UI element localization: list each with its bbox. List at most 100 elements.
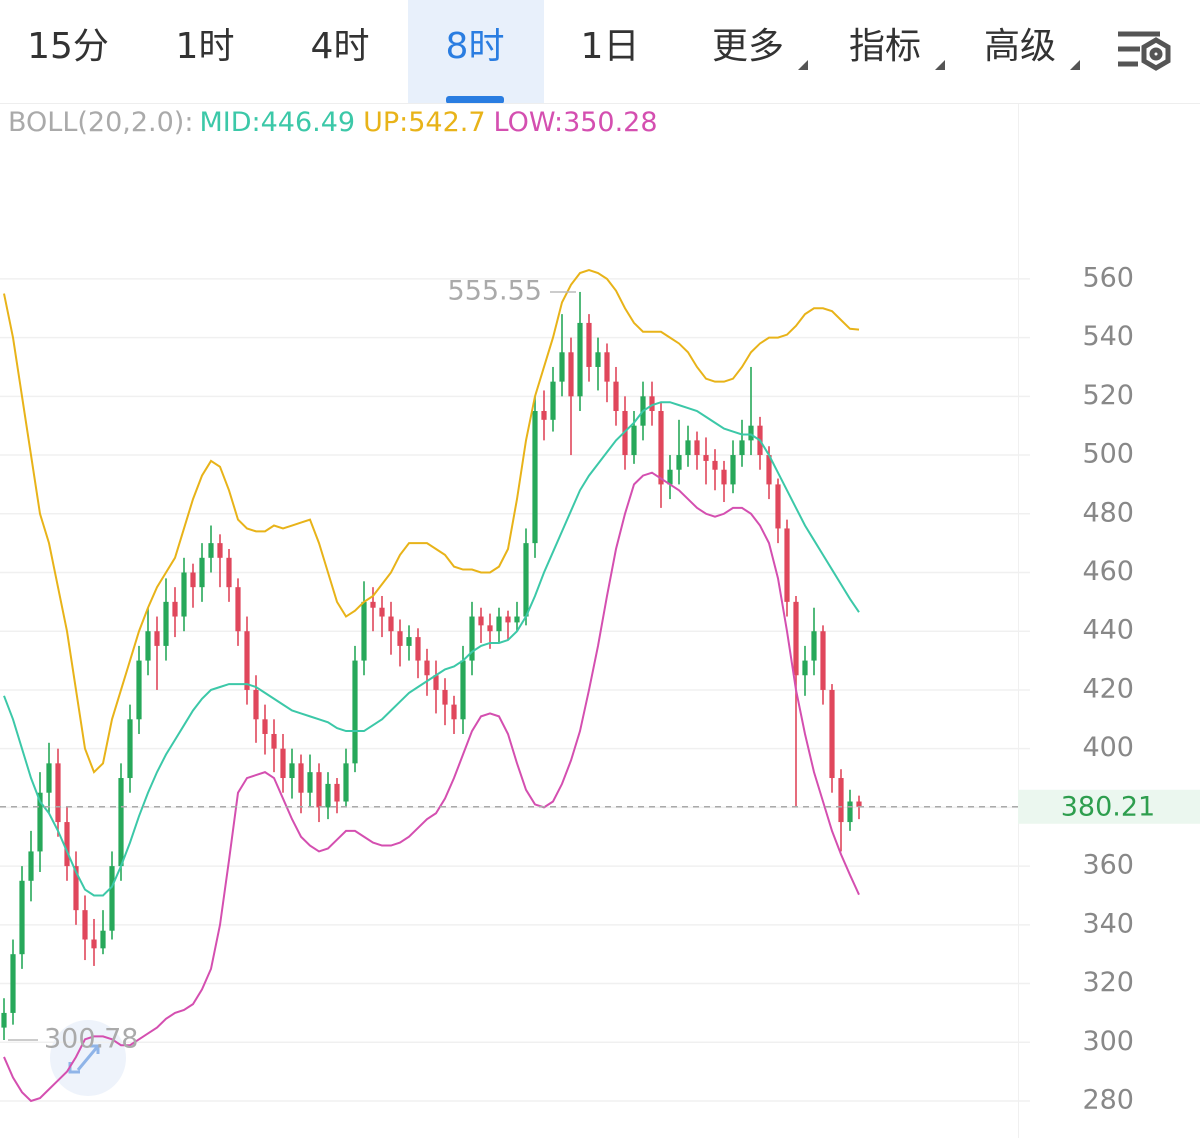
tab[interactable]: 指标 bbox=[849, 26, 921, 67]
candle-body bbox=[388, 616, 394, 632]
candle-body bbox=[280, 748, 286, 779]
candle-body bbox=[586, 322, 592, 367]
candle-body bbox=[190, 572, 196, 588]
tab[interactable]: 8时 bbox=[446, 26, 505, 67]
candle-body bbox=[289, 763, 295, 779]
candle-body bbox=[577, 322, 583, 397]
candle-body bbox=[82, 910, 88, 940]
candle-body bbox=[370, 601, 376, 608]
candle-body bbox=[622, 411, 628, 456]
price-label: 380.21 bbox=[1061, 791, 1155, 822]
candle-body bbox=[694, 440, 700, 456]
candle-body bbox=[28, 851, 34, 881]
candle-body bbox=[487, 625, 493, 632]
candle-body bbox=[343, 763, 349, 802]
candle-body bbox=[136, 660, 142, 720]
legend-name: LOW: bbox=[494, 107, 564, 138]
candle-body bbox=[379, 607, 385, 617]
legend-value: 542.7 bbox=[408, 107, 485, 138]
candle-body bbox=[838, 778, 844, 823]
candle-body bbox=[820, 631, 826, 690]
candle-body bbox=[847, 801, 853, 823]
candle-body bbox=[532, 411, 538, 544]
tab[interactable]: 1日 bbox=[581, 26, 640, 67]
candle-body bbox=[10, 954, 16, 1013]
min-label: 300.78 bbox=[44, 1023, 138, 1054]
candle-body bbox=[748, 425, 754, 441]
y-tick-label: 400 bbox=[1082, 732, 1134, 763]
selected-tab-bg bbox=[408, 0, 544, 103]
dropdown-caret bbox=[798, 60, 808, 70]
candle-body bbox=[505, 616, 511, 623]
candle-body bbox=[55, 763, 61, 823]
float-button[interactable] bbox=[50, 1020, 126, 1096]
candle-body bbox=[829, 689, 835, 779]
y-tick-label: 280 bbox=[1082, 1085, 1134, 1116]
candle-body bbox=[46, 763, 52, 793]
icon-hex bbox=[1141, 37, 1171, 71]
settings-icon[interactable] bbox=[1118, 31, 1171, 71]
y-tick-label: 300 bbox=[1082, 1026, 1134, 1057]
y-tick-label: 420 bbox=[1082, 673, 1134, 704]
candle-body bbox=[802, 660, 808, 676]
candle-body bbox=[676, 455, 682, 470]
y-tick-label: 360 bbox=[1082, 850, 1134, 881]
candle-body bbox=[793, 601, 799, 676]
candle-body bbox=[37, 792, 43, 852]
candle-body bbox=[514, 616, 520, 623]
candle-body bbox=[253, 689, 259, 720]
tab[interactable]: 更多 bbox=[712, 26, 784, 67]
candle-body bbox=[181, 572, 187, 617]
legend-name: UP: bbox=[363, 107, 408, 138]
candle-body bbox=[739, 440, 745, 456]
candle-body bbox=[496, 616, 502, 632]
candle-body bbox=[64, 822, 70, 867]
candle-body bbox=[856, 801, 862, 807]
max-label: 555.55 bbox=[448, 275, 542, 306]
candle-body bbox=[118, 778, 124, 867]
candle-body bbox=[100, 930, 106, 949]
candle-body bbox=[658, 411, 664, 485]
candle-body bbox=[307, 772, 313, 793]
candle-body bbox=[784, 528, 790, 602]
y-tick-label: 480 bbox=[1082, 497, 1134, 528]
candle-body bbox=[667, 469, 673, 485]
candle-body bbox=[397, 631, 403, 646]
tab[interactable]: 15分 bbox=[27, 26, 109, 67]
candle-body bbox=[226, 557, 232, 588]
dropdown-caret bbox=[935, 60, 945, 70]
candle-body bbox=[451, 704, 457, 720]
dropdown-caret bbox=[1070, 60, 1080, 70]
candle-body bbox=[703, 455, 709, 461]
y-tick-label: 340 bbox=[1082, 908, 1134, 939]
candle-body bbox=[469, 616, 475, 661]
candle-body bbox=[298, 763, 304, 793]
candle-body bbox=[649, 396, 655, 412]
candle-body bbox=[613, 381, 619, 412]
candle-body bbox=[271, 733, 277, 749]
candle-body bbox=[604, 352, 610, 382]
price-label-bg bbox=[1018, 789, 1200, 824]
candle-body bbox=[406, 637, 412, 646]
candle-body bbox=[595, 352, 601, 367]
candle-body bbox=[127, 719, 133, 779]
candle-body bbox=[334, 783, 340, 802]
y-tick-label: 520 bbox=[1082, 380, 1134, 411]
tab[interactable]: 4时 bbox=[311, 26, 370, 67]
boll-line bbox=[3, 401, 860, 897]
candle-body bbox=[235, 587, 241, 632]
candle-body bbox=[415, 637, 421, 661]
tab[interactable]: 1时 bbox=[176, 26, 235, 67]
candle-body bbox=[208, 543, 214, 558]
candle-body bbox=[712, 460, 718, 470]
candle-body bbox=[721, 469, 727, 485]
candle-body bbox=[811, 631, 817, 661]
candle-body bbox=[631, 425, 637, 456]
candle-body bbox=[442, 689, 448, 705]
candle-body bbox=[523, 543, 529, 617]
candle-body bbox=[559, 352, 565, 382]
candle-body bbox=[154, 631, 160, 646]
tab[interactable]: 高级 bbox=[984, 26, 1056, 67]
tab-indicator bbox=[446, 96, 504, 104]
legend-name: MID: bbox=[199, 107, 260, 138]
